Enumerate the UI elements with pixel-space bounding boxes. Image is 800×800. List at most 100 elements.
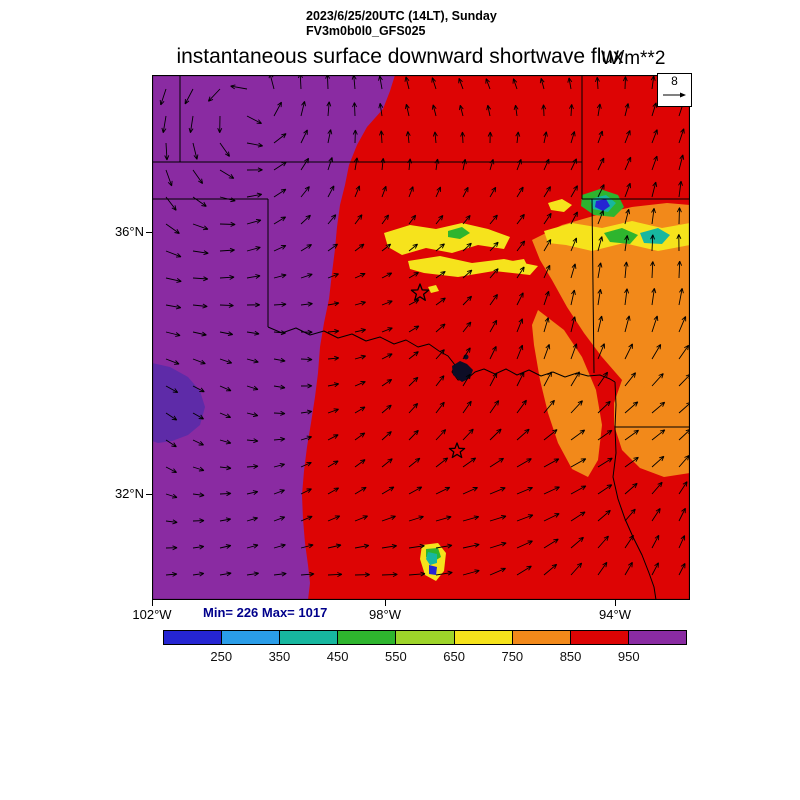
wind-vector-arrow bbox=[219, 571, 232, 577]
wind-vector-arrow bbox=[624, 156, 632, 171]
wind-vector-arrow bbox=[300, 329, 313, 335]
colorbar-segment bbox=[337, 630, 397, 645]
wind-vector-arrow bbox=[570, 562, 583, 576]
wind-vector-arrow bbox=[408, 186, 414, 198]
wind-vector-arrow bbox=[273, 273, 287, 279]
state-border-line bbox=[267, 326, 616, 383]
model-name: FV3m0b0l0_GFS025 bbox=[306, 24, 426, 38]
wind-vector-arrow bbox=[327, 157, 334, 171]
wind-vector-arrow bbox=[300, 214, 311, 225]
wind-vector-arrow bbox=[597, 509, 611, 522]
wind-vector-arrow bbox=[273, 330, 286, 336]
wind-vector-arrow bbox=[408, 515, 424, 522]
wind-vector-arrow bbox=[408, 402, 419, 414]
wind-vector-arrow bbox=[569, 104, 574, 117]
wind-vector-arrow bbox=[300, 101, 306, 117]
wind-vector-arrow bbox=[246, 412, 259, 418]
lat-label: 36°N bbox=[114, 224, 144, 239]
wind-vector-arrow bbox=[381, 327, 393, 333]
wind-vector-arrow bbox=[404, 76, 410, 90]
wind-vector-arrow bbox=[489, 515, 507, 522]
wind-vector-arrow bbox=[300, 244, 312, 252]
location-star-marker bbox=[448, 442, 466, 459]
wind-vector-arrow bbox=[622, 76, 628, 90]
wind-vector-arrow bbox=[624, 372, 637, 387]
wind-vector-arrow bbox=[651, 344, 662, 360]
wind-vector-arrow bbox=[246, 274, 261, 279]
lat-axis-tick bbox=[146, 232, 152, 233]
wind-vector-arrow bbox=[217, 115, 223, 133]
wind-vector-arrow bbox=[273, 357, 286, 363]
wind-vector-arrow bbox=[624, 343, 633, 360]
wind-vector-arrow bbox=[597, 236, 604, 252]
wind-vector-arrow bbox=[597, 429, 613, 441]
location-star-marker bbox=[410, 283, 430, 301]
wind-vector-arrow bbox=[462, 487, 478, 495]
wind-vector-arrow bbox=[570, 289, 576, 306]
wind-vector-arrow bbox=[381, 404, 392, 414]
wind-vector-arrow bbox=[165, 571, 178, 577]
wind-vector-arrow bbox=[435, 215, 444, 225]
wind-vector-arrow bbox=[273, 543, 286, 549]
wind-vector-arrow bbox=[678, 128, 685, 144]
flux-region-dark-purple bbox=[152, 363, 205, 443]
reference-arrow-icon bbox=[663, 92, 686, 98]
wind-vector-arrow bbox=[192, 492, 205, 498]
wind-vector-arrow bbox=[516, 158, 522, 171]
wind-vector-arrow bbox=[462, 457, 477, 468]
wind-vector-arrow bbox=[192, 196, 207, 207]
wind-vector-arrow bbox=[651, 181, 658, 198]
state-border-line bbox=[612, 426, 657, 600]
lon-label: 94°W bbox=[599, 607, 631, 622]
wind-vector-arrow bbox=[354, 486, 367, 495]
colorbar-label: 550 bbox=[385, 649, 407, 664]
wind-vector-arrow bbox=[219, 221, 236, 227]
wind-vector-arrow bbox=[489, 400, 500, 414]
wind-vector-arrow bbox=[327, 515, 341, 522]
wind-vector-arrow bbox=[651, 401, 666, 414]
reference-vector-box: 8 bbox=[657, 73, 692, 107]
wind-vector-arrow bbox=[246, 218, 262, 225]
wind-vector-arrow bbox=[516, 213, 525, 225]
wind-vector-arrow bbox=[165, 277, 182, 283]
wind-vector-arrow bbox=[431, 77, 437, 90]
wind-vector-arrow bbox=[408, 486, 423, 495]
wind-vector-arrow bbox=[408, 271, 419, 279]
wind-vector-arrow bbox=[354, 185, 361, 198]
wind-vector-arrow bbox=[165, 169, 173, 187]
wind-vector-arrow bbox=[352, 129, 358, 144]
wind-vector-arrow bbox=[650, 234, 656, 252]
wind-vector-arrow bbox=[678, 180, 683, 198]
wind-vector-arrow bbox=[624, 182, 631, 198]
wind-vector-arrow bbox=[435, 375, 445, 387]
wind-vector-arrow bbox=[489, 319, 498, 333]
wind-vector-arrow bbox=[354, 243, 365, 252]
wind-vector-arrow bbox=[489, 457, 504, 468]
wind-vector-arrow bbox=[678, 481, 688, 495]
wind-vector-arrow bbox=[246, 464, 259, 469]
wind-vector-arrow bbox=[381, 378, 393, 387]
colorbar bbox=[163, 630, 687, 645]
cloud-patch-teal bbox=[426, 552, 437, 565]
wind-vector-arrow bbox=[246, 438, 259, 444]
wind-vector-arrow bbox=[246, 302, 260, 308]
wind-vector-arrow bbox=[381, 243, 392, 252]
wind-vector-arrow bbox=[219, 439, 232, 445]
wind-vector-arrow bbox=[192, 250, 209, 256]
wind-vector-arrow bbox=[381, 543, 397, 549]
wind-vector-arrow bbox=[489, 541, 507, 549]
colorbar-label: 850 bbox=[559, 649, 582, 664]
wind-vector-arrow bbox=[676, 207, 682, 225]
wind-vector-arrow bbox=[596, 103, 602, 117]
colorbar-label: 750 bbox=[501, 649, 524, 664]
wind-vector-arrow bbox=[327, 355, 340, 361]
wind-vector-arrow bbox=[539, 78, 545, 90]
wind-vector-arrow bbox=[327, 301, 340, 307]
wind-vector-arrow bbox=[651, 373, 664, 387]
wind-vector-arrow bbox=[462, 515, 480, 522]
wind-vector-arrow bbox=[489, 294, 498, 306]
wind-vector-arrow bbox=[487, 131, 493, 144]
wind-vector-arrow bbox=[300, 356, 313, 362]
colorbar-segment bbox=[221, 630, 281, 645]
wind-vector-arrow bbox=[300, 571, 315, 577]
